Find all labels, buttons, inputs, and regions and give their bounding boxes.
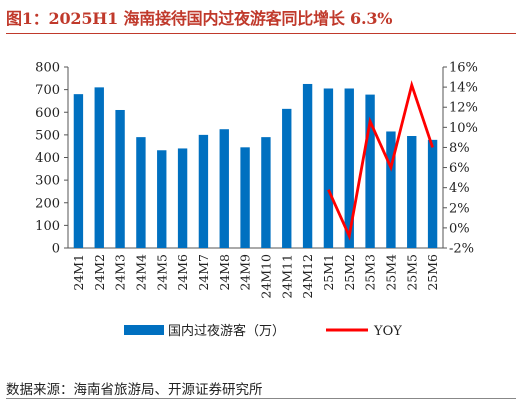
chart-title: 图1：2025H1 海南接待国内过夜游客同比增长 6.3% [6, 9, 393, 28]
x-tick-label: 24M4 [133, 254, 148, 291]
bar [282, 108, 292, 248]
bar [407, 136, 417, 248]
right-tick-label: 14% [449, 81, 478, 96]
left-tick-label: 500 [35, 128, 60, 143]
right-tick-label: 2% [449, 201, 470, 216]
bar [94, 87, 104, 248]
left-tick-label: 800 [35, 61, 60, 76]
yoy-line [327, 80, 434, 241]
x-tick-label: 24M8 [217, 254, 232, 291]
right-tick-label: -2% [449, 242, 474, 257]
bar [302, 83, 313, 248]
x-tick-label: 25M6 [425, 254, 440, 291]
yoy-line-series [327, 80, 434, 241]
right-tick-label: 8% [449, 141, 470, 156]
x-tick-label: 24M2 [92, 254, 107, 291]
x-tick-label: 24M7 [196, 254, 211, 291]
bar [323, 88, 334, 249]
bar [365, 94, 375, 248]
source-note: 数据来源：海南省旅游局、开源证券研究所 [6, 382, 263, 398]
x-axis-ticks: 24M1 24M2 24M3 24M4 24M5 24M6 24M7 24M8 24M9 24M1… [71, 254, 440, 299]
bar [157, 150, 167, 248]
right-tick-label: 12% [449, 101, 478, 116]
bar [177, 148, 188, 248]
right-tick-label: 4% [449, 181, 470, 196]
legend-bar-swatch [124, 325, 164, 335]
bar [198, 134, 209, 248]
left-tick-label: 100 [35, 219, 60, 234]
x-tick-label: 25M1 [321, 254, 336, 291]
right-tick-label: 10% [449, 121, 478, 136]
bar [219, 129, 229, 248]
bar [427, 139, 438, 248]
x-tick-label: 24M11 [279, 254, 294, 299]
legend-bar-label: 国内过夜游客（万） [168, 323, 285, 339]
right-tick-label: 6% [449, 161, 470, 176]
x-tick-label: 25M3 [363, 254, 378, 291]
bar [115, 109, 125, 248]
x-tick-label: 25M4 [383, 254, 398, 291]
bar [136, 137, 146, 248]
left-tick-label: 200 [35, 196, 60, 211]
x-tick-label: 24M10 [258, 254, 273, 299]
bar-series [73, 83, 438, 249]
x-tick-label: 24M5 [154, 254, 169, 291]
left-tick-label: 700 [35, 83, 60, 98]
bar [386, 131, 396, 248]
left-tick-label: 300 [35, 174, 60, 189]
bar [344, 88, 354, 249]
x-tick-label: 24M1 [71, 254, 86, 291]
right-axis-ticks: -2% 0% 2% 4% 6% 8% 10% 12% 14% 16% [443, 61, 478, 257]
x-tick-label: 24M9 [238, 254, 253, 291]
title-divider [6, 33, 516, 34]
x-tick-label: 25M2 [342, 254, 357, 291]
chart-legend: 国内过夜游客（万） YOY [124, 323, 402, 339]
combo-chart: 24M1 24M2 24M3 24M4 24M5 24M6 24M7 24M8 24M9 24M1… [35, 61, 478, 340]
x-tick-label: 24M12 [300, 254, 315, 299]
x-tick-label: 24M6 [175, 254, 190, 291]
bottom-divider [6, 398, 516, 399]
x-tick-label: 25M5 [404, 254, 419, 291]
left-axis-ticks: 0 100 200 300 400 500 600 700 800 [35, 61, 68, 257]
x-tick-label: 24M3 [113, 254, 128, 291]
legend-line-label: YOY [373, 324, 402, 339]
bar [73, 94, 84, 249]
bar [240, 147, 250, 248]
right-tick-label: 0% [449, 221, 470, 236]
left-tick-label: 400 [35, 151, 60, 166]
left-tick-label: 0 [52, 242, 60, 257]
left-tick-label: 600 [35, 106, 60, 121]
bar [261, 137, 271, 248]
right-tick-label: 16% [449, 61, 478, 76]
